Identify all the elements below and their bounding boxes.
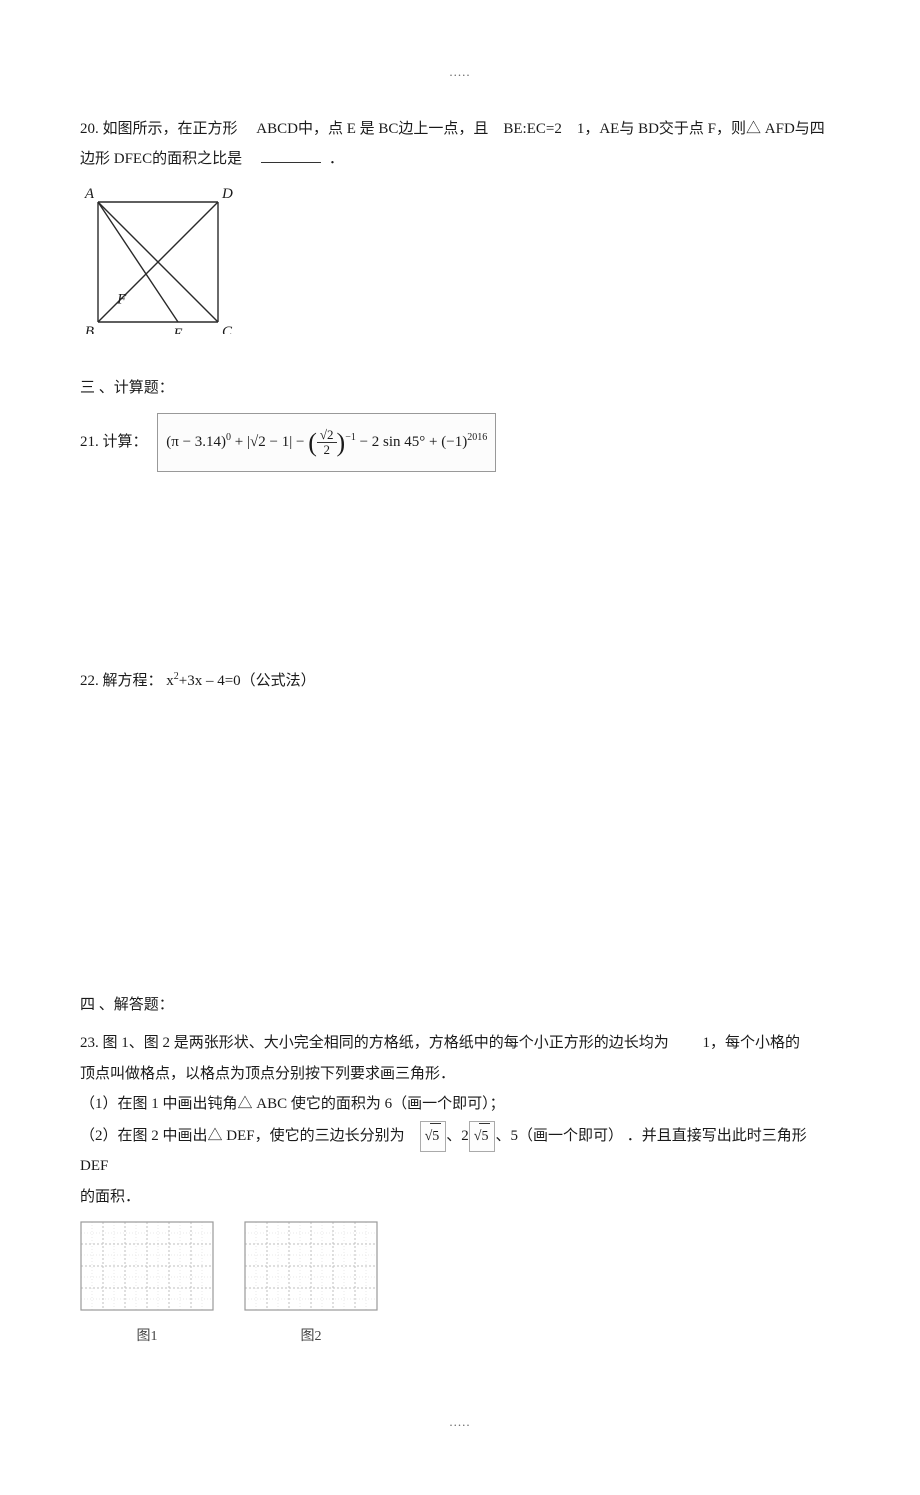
q21-f-minus: − [292,434,308,450]
q23-sqrt5-1: √5 [420,1121,447,1153]
q20-text-1: 如图所示，在正方形 [103,121,238,137]
bottom-dots: ..... [80,1410,840,1435]
section-3-heading: 三 、计算题： [80,374,840,403]
q23-sqrt5a-val: 5 [430,1123,441,1151]
q21-f-ft: √2 [317,428,337,443]
q23-line-last: 的面积． [80,1183,840,1212]
q22-text: 解方程： x [103,673,174,689]
q23-grid-1 [80,1221,214,1311]
q21-f-e2016: 2016 [467,432,487,443]
q21-f-fb: 2 [317,443,337,457]
q20-text-5: 边形 DFEC的面积之比是 [80,151,242,167]
q21-formula: (π − 3.14)0 + |√2 − 1| − (√22)−1 − 2 sin… [157,413,496,472]
svg-text:C: C [222,324,233,334]
q21-f-m2: − 2 sin 45° + (−1) [356,434,467,450]
q20-number: 20. [80,121,99,137]
question-23: 23. 图 1、图 2 是两张形状、大小完全相同的方格纸，方格纸中的每个小正方形… [80,1029,840,1350]
question-21: 21. 计算： (π − 3.14)0 + |√2 − 1| − (√22)−1… [80,413,840,472]
q23-part2b: 、5（画一个即可） ．并且直接写出此时三角形 [495,1128,806,1144]
q21-f-sqrt2: √2 [250,434,266,450]
svg-text:A: A [84,186,95,202]
q20-blank [261,162,321,163]
question-20: 20. 如图所示，在正方形 ABCD中，点 E 是 BC边上一点，且 BE:EC… [80,115,840,345]
top-dots: ..... [80,60,840,85]
q21-f-lp: ( [308,428,317,457]
q23-part2c: DEF [80,1158,108,1174]
q21-f-p1: (π − 3.14) [166,434,226,450]
q23-part2mid: 、2 [446,1128,469,1144]
q21-f-en1: −1 [345,432,356,443]
q22-number: 22. [80,673,99,689]
q23-grid-2-label: 图2 [244,1324,378,1351]
svg-text:B: B [85,324,94,334]
question-22: 22. 解方程： x2+3x – 4=0（公式法） [80,667,840,696]
q23-grid-1-label: 图1 [80,1324,214,1351]
q20-diagram: A D B C E F [80,184,840,345]
q23-sqrt5-2: √5 [469,1121,496,1153]
q21-f-rp: ) [337,428,346,457]
q22-text2: +3x – 4=0（公式法） [179,673,316,689]
svg-text:F: F [116,291,127,307]
q21-f-plus: + [231,434,247,450]
q23-line2: 顶点叫做格点，以格点为顶点分别按下列要求画三角形． [80,1060,840,1089]
q23-part1: （1）在图 1 中画出钝角△ ABC 使它的面积为 6（画一个即可）； [80,1090,840,1119]
q20-text-6: ． [329,151,344,167]
q23-part2a: （2）在图 2 中画出△ DEF，使它的三边长分别为 [80,1128,405,1144]
section-4-heading: 四 、解答题： [80,991,840,1020]
q21-prefix: 计算： [103,434,148,450]
q23-line1a: 图 1、图 2 是两张形状、大小完全相同的方格纸，方格纸中的每个小正方形的边长均… [103,1035,669,1051]
q23-sqrt5b-val: 5 [479,1123,490,1151]
q20-text-2: ABCD中，点 E 是 BC边上一点，且 [256,121,488,137]
q20-text-4: 1，AE与 BD交于点 F，则△ AFD与四 [577,121,825,137]
q21-f-m1: − 1 [266,434,289,450]
q23-grid-2 [244,1221,378,1311]
q23-grids: 图1 图2 [80,1221,840,1350]
q23-number: 23. [80,1035,99,1051]
svg-text:D: D [221,186,233,202]
q23-line1b: 1，每个小格的 [703,1035,801,1051]
svg-text:E: E [172,326,182,334]
q21-number: 21. [80,434,99,450]
q20-text-3: BE:EC=2 [503,121,561,137]
